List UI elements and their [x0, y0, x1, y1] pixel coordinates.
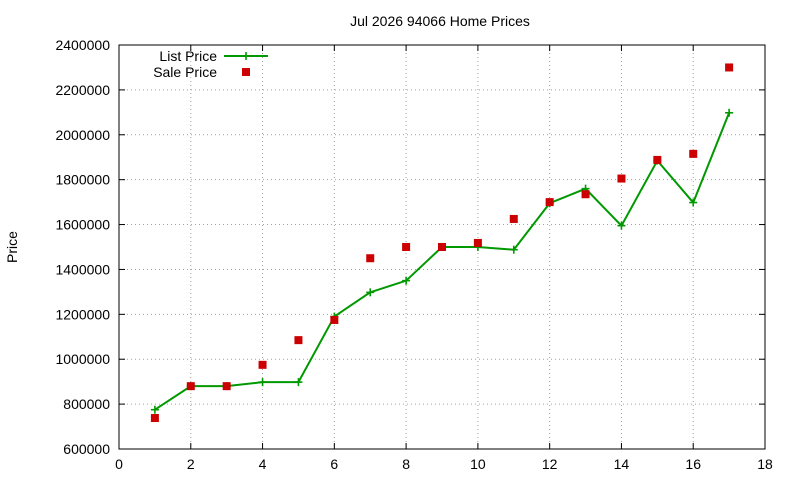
list-price-point: [258, 378, 267, 387]
sale-price-point: [473, 238, 482, 247]
sale-price-point: [222, 382, 231, 391]
list-price-point: [150, 405, 159, 414]
y-tick-label: 600000: [63, 441, 110, 457]
legend-square-swatch: [242, 68, 250, 76]
sale-price-point: [186, 382, 195, 391]
x-tick-label: 2: [187, 456, 195, 472]
x-tick-label: 8: [402, 456, 410, 472]
sale-price-point: [653, 155, 662, 164]
sale-price-point: [402, 243, 411, 251]
list-price-point: [617, 221, 626, 230]
sale-price-point: [294, 336, 303, 345]
sale-price-point: [366, 254, 375, 263]
list-price-point: [509, 245, 518, 254]
x-tick-label: 10: [470, 456, 486, 472]
list-price-point: [402, 276, 411, 285]
y-axis-label: Price: [4, 231, 20, 263]
sale-price-point: [689, 149, 698, 158]
legend-cross-swatch: [242, 52, 250, 60]
sale-price-point: [150, 414, 159, 423]
plot-border: [118, 44, 766, 450]
sale-price-point: [545, 198, 554, 207]
x-tick-label: 14: [614, 456, 630, 472]
y-tick-label: 1600000: [55, 217, 110, 233]
sale-price-point: [258, 360, 267, 369]
x-tick-label: 12: [542, 456, 558, 472]
sale-price-point: [725, 63, 734, 72]
axis-ticks: 0 2 4 6 8 10 12 14 16 18 600000 800000 1000000 120000…: [55, 37, 773, 472]
y-tick-label: 2200000: [55, 82, 110, 98]
x-tick-label: 6: [330, 456, 338, 472]
sale-price-point: [617, 174, 626, 183]
x-tick-label: 18: [757, 456, 773, 472]
y-tick-label: 1400000: [55, 261, 110, 277]
chart-title: Jul 2026 94066 Home Prices: [350, 13, 530, 29]
list-price-point: [725, 108, 734, 117]
y-tick-label: 800000: [63, 396, 110, 412]
y-tick-label: 1200000: [55, 306, 110, 322]
sale-price-point: [330, 315, 339, 324]
list-price-point: [366, 288, 375, 297]
sale-price-point: [581, 190, 590, 199]
sale-price-point: [509, 214, 518, 223]
list-price-point: [294, 378, 303, 387]
sale-price-point: [438, 243, 446, 251]
x-tick-label: 4: [259, 456, 267, 472]
y-tick-label: 1800000: [55, 172, 110, 188]
list-price-line: [154, 112, 731, 411]
x-tick-label: 16: [685, 456, 701, 472]
list-price-point: [689, 198, 698, 207]
plot-area: [150, 63, 734, 423]
legend-label: List Price: [159, 48, 217, 64]
y-tick-label: 2000000: [55, 127, 110, 143]
y-tick-label: 2400000: [55, 37, 110, 53]
x-tick-label: 0: [115, 456, 123, 472]
y-tick-label: 1000000: [55, 351, 110, 367]
legend-label: Sale Price: [153, 64, 217, 80]
